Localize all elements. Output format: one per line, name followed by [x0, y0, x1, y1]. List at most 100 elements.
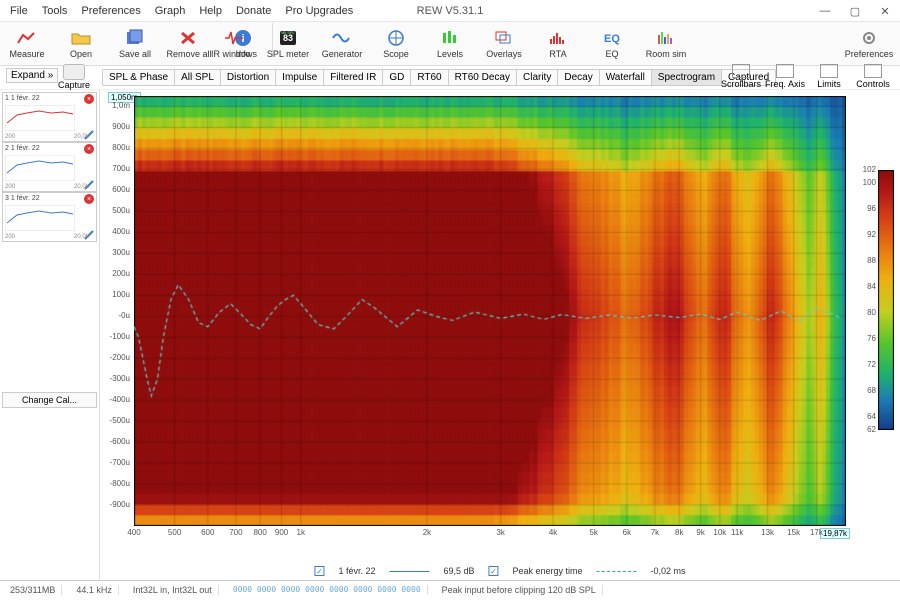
change-cal-button[interactable]: Change Cal...	[2, 392, 97, 408]
x-tick-label: 2k	[423, 528, 431, 537]
x-tick-label: 900	[275, 528, 288, 537]
measure-button[interactable]: Measure	[0, 23, 54, 65]
room-sim-button[interactable]: Room sim	[639, 23, 693, 65]
menu-donate[interactable]: Donate	[230, 3, 277, 19]
tab-gd[interactable]: GD	[383, 70, 411, 85]
x-tick-label: 800	[253, 528, 266, 537]
ir-windows-button[interactable]: IR windows	[207, 23, 261, 65]
bars-icon	[655, 28, 677, 48]
menu-file[interactable]: File	[4, 3, 34, 19]
scope-button[interactable]: Scope	[369, 23, 423, 65]
tab-decay[interactable]: Decay	[558, 70, 599, 85]
spectrogram-canvas[interactable]	[134, 96, 846, 526]
y-tick-label: -400u	[102, 395, 130, 404]
colorbar-tick: 62	[867, 425, 876, 434]
delete-icon[interactable]: ×	[84, 94, 94, 104]
open-button[interactable]: Open	[54, 23, 108, 65]
sine-icon	[331, 28, 353, 48]
disks-icon	[124, 28, 146, 48]
save-all-button[interactable]: Save all	[108, 23, 162, 65]
tab-distortion[interactable]: Distortion	[221, 70, 276, 85]
rta-button[interactable]: RTA	[531, 23, 585, 65]
colorbar-tick: 100	[863, 178, 876, 187]
menu-graph[interactable]: Graph	[149, 3, 192, 19]
menu-tools[interactable]: Tools	[36, 3, 74, 19]
colorbar-tick: 80	[867, 308, 876, 317]
measurement-thumb-2[interactable]: 2 1 févr. 22 × 20020,0k	[2, 142, 97, 192]
svg-text:EQ: EQ	[604, 33, 620, 45]
measurement-sidebar: 1 1 févr. 22 × 20020,0k2 1 févr. 22 × 20…	[0, 90, 100, 580]
overlay-icon	[493, 28, 515, 48]
limits-icon	[820, 64, 838, 78]
expand-button[interactable]: Expand »	[6, 68, 58, 83]
y-tick-label: -500u	[102, 416, 130, 425]
tab-spectrogram[interactable]: Spectrogram	[652, 70, 722, 85]
legend-checkbox-2[interactable]: ✓	[489, 566, 499, 576]
x-tick-label: 17k	[810, 528, 823, 537]
eq-icon: EQ	[601, 28, 623, 48]
legend-line-solid	[389, 571, 429, 572]
x-readout: 19,87k	[820, 528, 850, 539]
plot-area[interactable]: 1,050m 19,87k ✓ 1 févr. 22 69,5 dB ✓ Pea…	[100, 90, 900, 580]
minimize-button[interactable]: ―	[810, 0, 840, 22]
colorbar-tick: 102	[863, 165, 876, 174]
colorbar-tick: 84	[867, 282, 876, 291]
x-tick-label: 8k	[675, 528, 683, 537]
tab-all-spl[interactable]: All SPL	[175, 70, 221, 85]
generator-button[interactable]: Generator	[315, 23, 369, 65]
close-button[interactable]: ✕	[870, 0, 900, 22]
preferences-button[interactable]: Preferences	[842, 23, 896, 65]
y-tick-label: -600u	[102, 437, 130, 446]
y-tick-label: 700u	[102, 164, 130, 173]
tab-spl-phase[interactable]: SPL & Phase	[103, 70, 175, 85]
legend-value-2: -0,02 ms	[651, 566, 686, 576]
tab-filtered-ir[interactable]: Filtered IR	[324, 70, 383, 85]
measurement-thumb-3[interactable]: 3 1 févr. 22 × 20020,0k	[2, 192, 97, 242]
svg-text:dB SPL: dB SPL	[281, 30, 295, 35]
spl-meter-button[interactable]: 83dB SPLSPL meter	[261, 23, 315, 65]
measurement-thumb-1[interactable]: 1 1 févr. 22 × 20020,0k	[2, 92, 97, 142]
tab-rt60-decay[interactable]: RT60 Decay	[449, 70, 517, 85]
controls-button[interactable]: Controls	[852, 64, 894, 89]
y-tick-label: 400u	[102, 227, 130, 236]
colorbar-tick: 88	[867, 256, 876, 265]
freq-axis-button[interactable]: Freq. Axis	[764, 64, 806, 89]
colorbar-tick: 64	[867, 412, 876, 421]
levels-button[interactable]: Levels	[423, 23, 477, 65]
menu-help[interactable]: Help	[193, 3, 228, 19]
legend-checkbox-1[interactable]: ✓	[314, 566, 324, 576]
delete-icon[interactable]: ×	[84, 144, 94, 154]
colorbar-tick: 76	[867, 334, 876, 343]
scope-icon	[385, 28, 407, 48]
x-tick-label: 11k	[731, 528, 743, 537]
tab-rt60[interactable]: RT60	[411, 70, 448, 85]
status-bar: 253/311MB 44.1 kHz Int32L in, Int32L out…	[0, 580, 900, 598]
x-tick-label: 4k	[549, 528, 557, 537]
menu-preferences[interactable]: Preferences	[75, 3, 146, 19]
x-tick-label: 10k	[713, 528, 726, 537]
delete-icon[interactable]: ×	[84, 194, 94, 204]
capture-button[interactable]: Capture	[58, 64, 90, 90]
scrollbars-button[interactable]: Scrollbars	[720, 64, 762, 89]
x-tick-label: 1k	[297, 528, 305, 537]
gear-icon	[858, 28, 880, 48]
y-tick-label: 1,0m	[102, 101, 130, 110]
limits-button[interactable]: Limits	[808, 64, 850, 89]
x-red-icon	[178, 28, 200, 48]
overlays-button[interactable]: Overlays	[477, 23, 531, 65]
legend-value-1: 69,5 dB	[443, 566, 474, 576]
colorbar-tick: 68	[867, 386, 876, 395]
x-tick-label: 15k	[787, 528, 800, 537]
status-clip: Peak input before clipping 120 dB SPL	[436, 585, 603, 595]
maximize-button[interactable]: ▢	[840, 0, 870, 22]
x-tick-label: 400	[127, 528, 140, 537]
graph-tabs: SPL & PhaseAll SPLDistortionImpulseFilte…	[102, 69, 776, 86]
tab-waterfall[interactable]: Waterfall	[600, 70, 652, 85]
tab-clarity[interactable]: Clarity	[517, 70, 558, 85]
x-tick-label: 13k	[761, 528, 774, 537]
menu-pro-upgrades[interactable]: Pro Upgrades	[279, 3, 359, 19]
freq-axis-icon	[776, 64, 794, 78]
eq-button[interactable]: EQEQ	[585, 23, 639, 65]
tab-impulse[interactable]: Impulse	[276, 70, 324, 85]
y-tick-label: -900u	[102, 500, 130, 509]
